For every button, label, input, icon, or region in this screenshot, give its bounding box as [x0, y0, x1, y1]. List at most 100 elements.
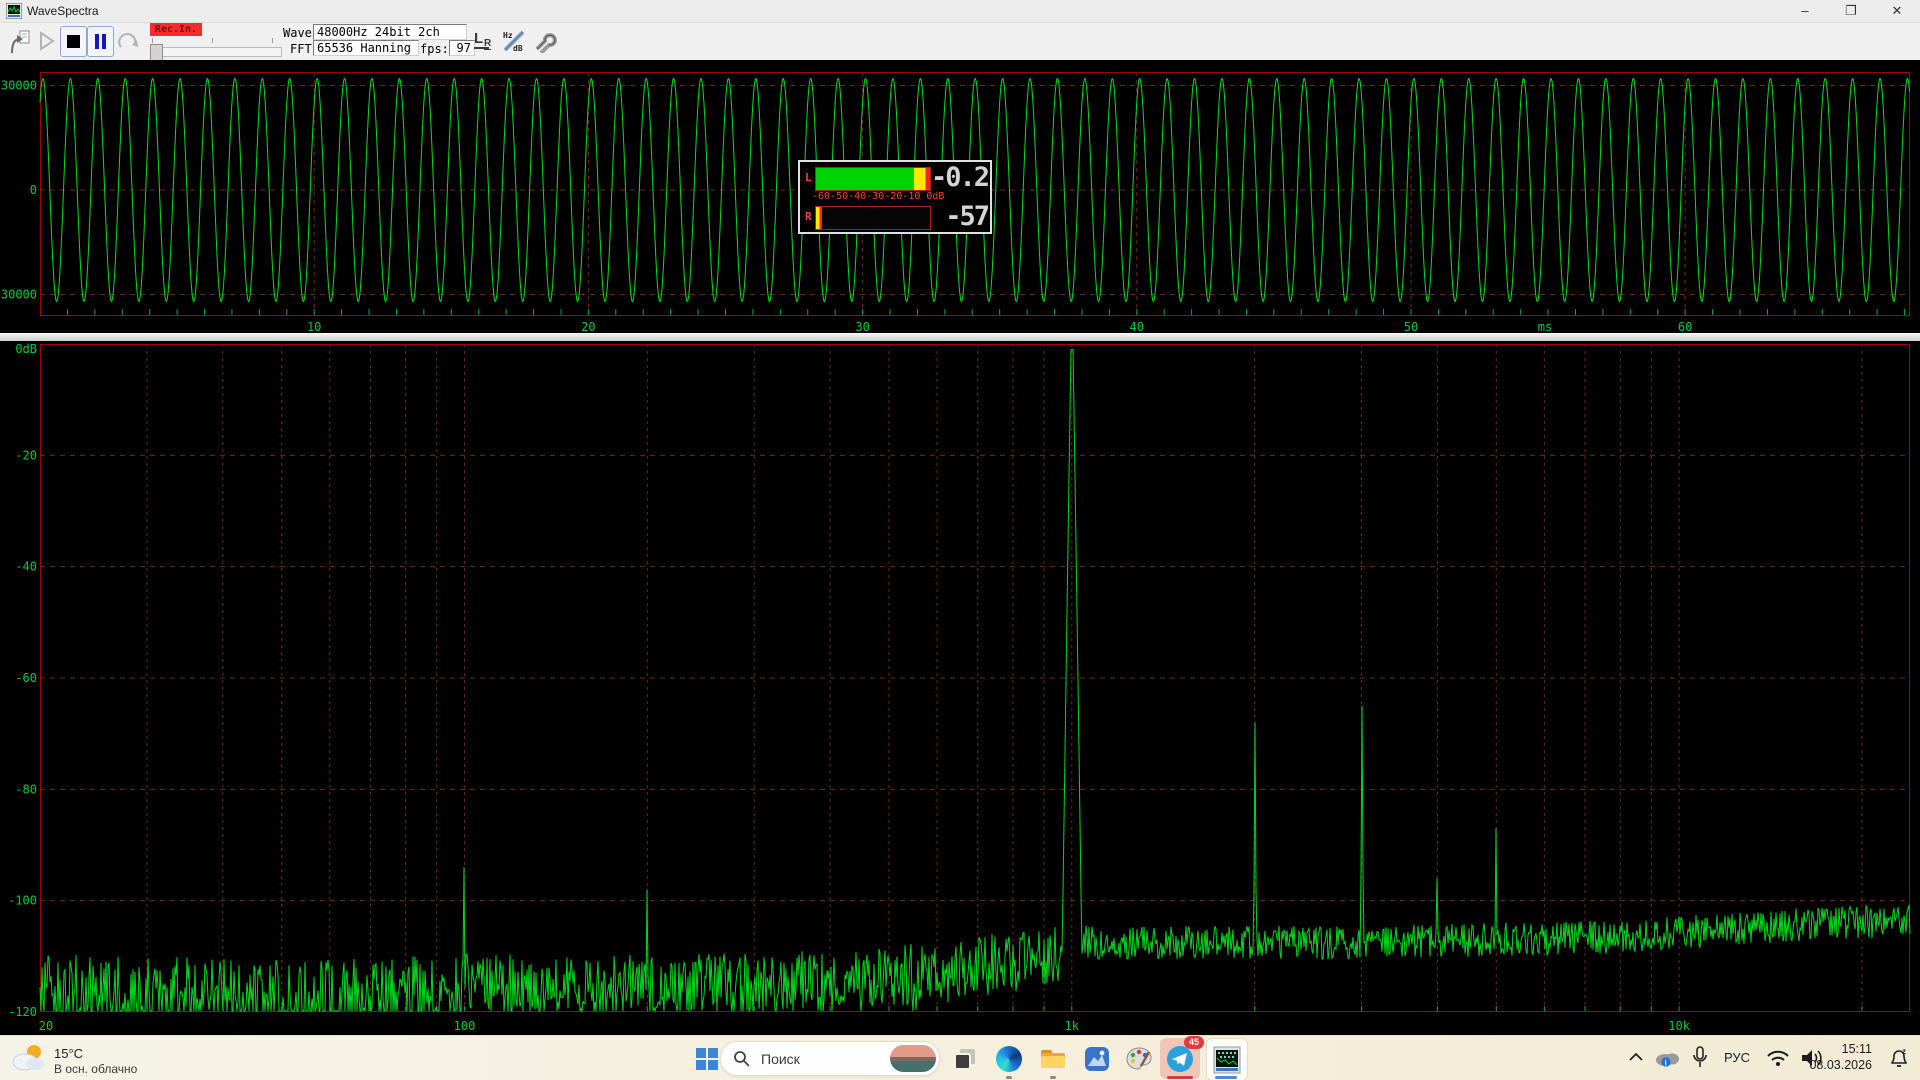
- wrench-icon: [535, 32, 557, 53]
- taskbar: 15°C В осн. облачно Поиск: [0, 1035, 1920, 1080]
- svg-text:dB: dB: [513, 44, 523, 53]
- telegram-app-button[interactable]: 45: [1160, 1036, 1204, 1079]
- file-explorer-button[interactable]: [1034, 1040, 1072, 1078]
- search-highlight-image[interactable]: [890, 1045, 936, 1072]
- wave-x-unit-label: ms: [1538, 320, 1552, 333]
- meter-right-value: -57: [945, 201, 990, 232]
- spec-x-tick-label: 20: [39, 1019, 53, 1033]
- wave-plot-border: [40, 72, 1910, 316]
- meter-left-fill: [816, 168, 930, 190]
- stop-button[interactable]: [60, 26, 87, 57]
- open-file-button[interactable]: [6, 26, 33, 57]
- spec-y-tick-label: 0dB: [15, 342, 37, 356]
- fft-value: 65536 Hanning: [313, 40, 419, 56]
- search-box[interactable]: Поиск: [720, 1041, 940, 1076]
- level-meter[interactable]: L -0.2 -60-50-40-30-20-10 0dB R -57: [798, 160, 992, 234]
- panel-splitter[interactable]: [0, 333, 1920, 342]
- loop-button[interactable]: [114, 26, 141, 57]
- play-icon: [39, 30, 55, 51]
- edge-browser-button[interactable]: [990, 1040, 1028, 1078]
- edge-running-indicator: [1006, 1076, 1012, 1079]
- wave-x-tick-label: 10: [307, 320, 321, 333]
- pause-button[interactable]: [87, 26, 114, 57]
- stop-icon: [66, 34, 80, 48]
- position-slider-thumb[interactable]: [150, 44, 163, 61]
- settings-button[interactable]: [531, 25, 559, 56]
- meter-left-label: L: [805, 171, 812, 184]
- restore-button[interactable]: ❐: [1845, 3, 1857, 18]
- meter-right-label: R: [805, 210, 812, 223]
- meter-right-bar: [815, 206, 931, 230]
- spec-plot-border: [40, 344, 1910, 1012]
- play-button[interactable]: [33, 26, 60, 57]
- channel-lr-button[interactable]: L R: [470, 25, 496, 56]
- notification-bell-icon[interactable]: z: [1888, 1047, 1910, 1071]
- spec-x-tick-label: 10k: [1668, 1019, 1690, 1033]
- volume-icon[interactable]: [1800, 1048, 1824, 1068]
- edge-icon: [996, 1046, 1022, 1072]
- start-button[interactable]: [688, 1040, 726, 1078]
- toolbar: Rec.In. Wave: 48000Hz 24bit 2ch FFT: 655…: [0, 23, 1920, 61]
- meter-row-right: R -57: [800, 201, 990, 232]
- wavespectra-icon: [1213, 1046, 1241, 1073]
- svg-text:Hz: Hz: [503, 31, 513, 40]
- meter-scale: -60-50-40-30-20-10 0dB: [812, 191, 945, 202]
- svg-text:z: z: [1902, 1047, 1906, 1056]
- wavespectra-active-underline: [1215, 1076, 1237, 1079]
- telegram-badge: 45: [1184, 1036, 1204, 1049]
- lr-icon: L R: [474, 29, 492, 50]
- meter-left-bar: [815, 167, 931, 191]
- paint-app-button[interactable]: [1120, 1040, 1158, 1078]
- weather-temp: 15°C: [54, 1046, 84, 1061]
- window-title: WaveSpectra: [27, 4, 99, 18]
- wavespectra-app-button[interactable]: [1206, 1038, 1248, 1080]
- meter-right-fill: [816, 207, 822, 229]
- photos-app-button[interactable]: [1078, 1040, 1116, 1078]
- loop-icon: [117, 32, 138, 48]
- explorer-running-indicator: [1050, 1076, 1056, 1079]
- wave-x-tick-label: 50: [1404, 320, 1418, 333]
- weather-widget[interactable]: 15°C В осн. облачно: [8, 1040, 178, 1078]
- wave-format-value: 48000Hz 24bit 2ch: [313, 24, 467, 40]
- language-indicator[interactable]: РУС: [1724, 1050, 1751, 1065]
- meter-left-value: -0.2: [930, 162, 990, 193]
- wifi-icon[interactable]: [1766, 1049, 1790, 1067]
- position-slider[interactable]: [150, 47, 282, 57]
- tray-chevron-up-icon[interactable]: [1628, 1052, 1644, 1062]
- search-icon: [734, 1050, 750, 1067]
- spec-y-tick-label: -100: [8, 894, 37, 908]
- wave-x-tick-label: 40: [1130, 320, 1144, 333]
- wave-x-tick-label: 20: [581, 320, 595, 333]
- close-button[interactable]: ✕: [1891, 3, 1903, 18]
- open-file-icon: [10, 30, 29, 53]
- folder-icon: [1041, 1050, 1065, 1068]
- clock[interactable]: 15:11 08.03.2026: [1809, 1041, 1872, 1073]
- spec-y-tick-label: -40: [15, 560, 37, 574]
- waveform-plot: 30000 0 -30000 10 20 30 40 50 60 ms: [0, 72, 1911, 334]
- onedrive-cloud-icon[interactable]: i: [1654, 1048, 1680, 1068]
- hz-db-icon: Hz dB: [503, 30, 525, 53]
- telegram-attention-underline: [1167, 1076, 1193, 1079]
- task-view-icon: [954, 1049, 975, 1070]
- wave-label: Wave:: [283, 26, 320, 40]
- spec-x-tick-label: 100: [454, 1019, 476, 1033]
- hz-db-scale-button[interactable]: Hz dB: [500, 25, 528, 56]
- spec-x-tick-label: 1k: [1065, 1019, 1080, 1033]
- minimize-button[interactable]: –: [1801, 3, 1809, 18]
- spectrum-panel: 0dB -20 -40 -60 -80 -100 -120 20 100 1k 10k: [0, 341, 1920, 1035]
- wave-x-tick-label: 30: [855, 320, 869, 333]
- fps-label: fps:: [420, 42, 449, 56]
- weather-condition: В осн. облачно: [54, 1062, 138, 1076]
- system-tray: i РУС 15:11 08.03.2026: [1620, 1036, 1920, 1080]
- spec-y-tick-label: -20: [15, 448, 37, 462]
- pause-icon: [94, 33, 106, 49]
- microphone-icon[interactable]: [1692, 1046, 1708, 1070]
- rec-in-badge: Rec.In.: [150, 23, 202, 36]
- spec-y-tick-label: -60: [15, 671, 37, 685]
- spec-y-tick-label: -120: [8, 1005, 37, 1019]
- waveform-trace: [39, 77, 1911, 303]
- telegram-icon: [1167, 1045, 1193, 1072]
- task-view-button[interactable]: [946, 1040, 984, 1078]
